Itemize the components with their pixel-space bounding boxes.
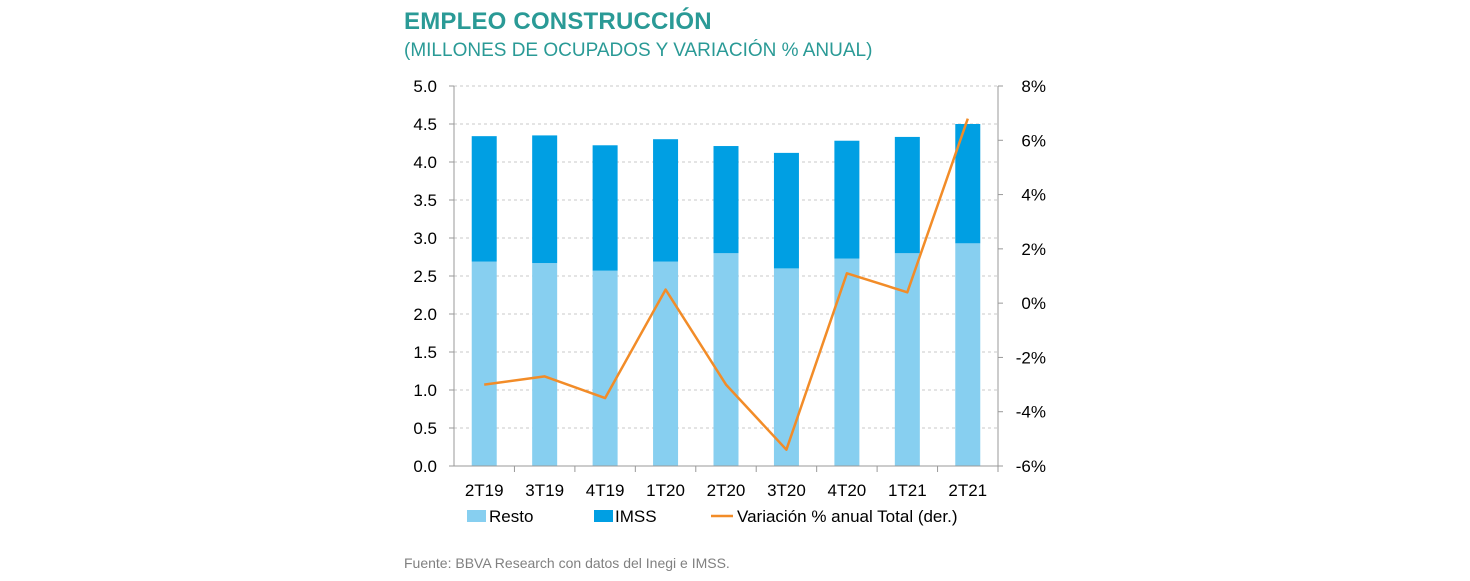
legend-label-line: Variación % anual Total (der.) xyxy=(737,507,958,526)
y-left-tick-label: 0.0 xyxy=(413,457,437,476)
axes xyxy=(449,85,1003,472)
source-note: Fuente: BBVA Research con datos del Ineg… xyxy=(404,555,730,571)
x-tick-label: 2T21 xyxy=(948,481,987,500)
bar-resto xyxy=(713,253,739,466)
y-left-tick-label: 4.0 xyxy=(413,153,437,172)
bar-resto xyxy=(653,261,679,466)
legend: Resto IMSS Variación % anual Total (der.) xyxy=(467,507,958,526)
bar-resto xyxy=(834,258,860,466)
legend-swatch-imss xyxy=(594,510,613,522)
legend-label-resto: Resto xyxy=(489,507,533,526)
x-tick-label: 3T19 xyxy=(525,481,564,500)
y-right-tick-label: 2% xyxy=(1021,240,1046,259)
y-left-tick-label: 3.5 xyxy=(413,191,437,210)
y-left-tick-label: 1.0 xyxy=(413,381,437,400)
bar-resto xyxy=(532,263,558,466)
bar-imss xyxy=(532,135,558,264)
bar-resto xyxy=(894,253,920,466)
y-left-tick-label: 4.5 xyxy=(413,115,437,134)
y-right-tick-label: -6% xyxy=(1016,457,1046,476)
y-left-tick-label: 1.5 xyxy=(413,343,437,362)
y-right-tick-label: -4% xyxy=(1016,403,1046,422)
x-tick-label: 2T19 xyxy=(465,481,504,500)
y-left-tick-label: 0.5 xyxy=(413,419,437,438)
y-right-tick-label: 6% xyxy=(1021,131,1046,150)
chart-subtitle: (MILLONES DE OCUPADOS Y VARIACIÓN % ANUA… xyxy=(404,40,873,61)
legend-label-imss: IMSS xyxy=(615,507,657,526)
x-tick-label: 1T21 xyxy=(888,481,927,500)
bar-imss xyxy=(713,146,739,254)
y-right-tick-label: 4% xyxy=(1021,186,1046,205)
x-tick-label: 4T19 xyxy=(586,481,625,500)
bar-resto xyxy=(955,243,981,466)
bar-imss xyxy=(834,140,860,259)
legend-swatch-resto xyxy=(467,510,486,522)
bar-resto xyxy=(592,270,618,466)
x-tick-label: 1T20 xyxy=(646,481,685,500)
y-left-tick-label: 2.0 xyxy=(413,305,437,324)
bar-imss xyxy=(471,136,497,262)
y-right-tick-label: 8% xyxy=(1021,77,1046,96)
x-tick-label: 2T20 xyxy=(707,481,746,500)
bar-resto xyxy=(773,268,799,466)
bars xyxy=(471,124,981,466)
bar-imss xyxy=(653,139,679,262)
variation-line xyxy=(484,118,969,451)
bar-imss xyxy=(894,136,920,254)
chart-title: EMPLEO CONSTRUCCIÓN xyxy=(404,8,712,35)
y-left-tick-label: 2.5 xyxy=(413,267,437,286)
bar-resto xyxy=(471,261,497,466)
y-left-tick-label: 3.0 xyxy=(413,229,437,248)
y-right-tick-label: 0% xyxy=(1021,294,1046,313)
bar-imss xyxy=(592,145,618,271)
x-tick-label: 4T20 xyxy=(828,481,867,500)
bar-imss xyxy=(773,152,799,269)
y-left-tick-label: 5.0 xyxy=(413,77,437,96)
x-tick-label: 3T20 xyxy=(767,481,806,500)
tick-labels: 0.0 0.5 1.0 1.5 2.0 2.5 3.0 3.5 4.0 4.5 5.0 -6% -4% -… xyxy=(413,77,1046,500)
y-right-tick-label: -2% xyxy=(1016,348,1046,367)
